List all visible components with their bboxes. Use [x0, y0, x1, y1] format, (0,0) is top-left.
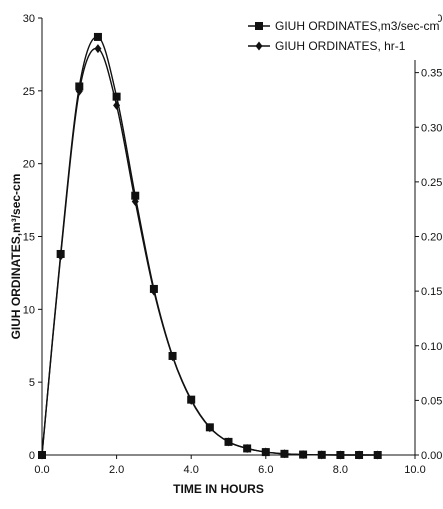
axes-layer: 0 5 10 15 20 25 30 0.00 0.05 0.10 0.15 0.20 0.25 0.30…	[23, 13, 443, 476]
data-point-diamond	[374, 450, 382, 460]
data-point-diamond	[150, 286, 158, 296]
y-tick-label: 5	[29, 377, 35, 389]
data-point-diamond	[75, 86, 83, 96]
legend: GIUH ORDINATES,m3/sec-cm GIUH ORDINATES, …	[242, 12, 439, 60]
x-tick-label: 0.0	[34, 464, 49, 476]
series-2	[38, 44, 382, 460]
y-tick-label: 30	[23, 13, 35, 25]
y2-tick-label: 0.15	[421, 286, 442, 298]
data-point-diamond	[355, 450, 363, 460]
data-point-diamond	[243, 443, 251, 453]
y2-tick-label: 0.25	[421, 177, 442, 189]
data-point-diamond	[225, 437, 232, 447]
x-axis-title: TIME IN HOURS	[173, 482, 264, 496]
series-layer	[38, 32, 382, 460]
data-point-square	[131, 191, 140, 200]
y2-tick-label: 0.30	[421, 122, 442, 134]
legend-marker-square	[255, 22, 263, 30]
data-point-diamond	[131, 197, 139, 207]
y-tick-label: 20	[23, 159, 35, 171]
data-point-diamond	[187, 395, 195, 405]
legend-item: GIUH ORDINATES,m3/sec-cm	[248, 19, 439, 33]
series-1	[38, 32, 382, 459]
y-tick-label: 15	[23, 232, 35, 244]
y2-tick-label: 0.20	[421, 232, 442, 244]
y2-tick-label: 0.35	[421, 68, 442, 80]
data-point-diamond	[57, 251, 65, 261]
legend-marker-diamond	[255, 41, 263, 51]
data-point-diamond	[318, 450, 326, 460]
data-point-diamond	[262, 447, 270, 457]
data-point-square	[75, 82, 84, 91]
x-tick-label: 4.0	[184, 464, 199, 476]
y2-tick-label: 0.05	[421, 395, 442, 407]
data-point-diamond	[169, 352, 177, 362]
data-point-diamond	[336, 450, 344, 460]
x-tick-label: 6.0	[258, 464, 273, 476]
y2-tick-label: 0.10	[421, 341, 442, 353]
data-point-diamond	[299, 450, 307, 460]
y-tick-label: 0	[29, 450, 35, 462]
data-point-square	[112, 92, 121, 101]
data-point-diamond	[206, 423, 214, 433]
y-tick-label: 10	[23, 304, 35, 316]
y-tick-label: 25	[23, 86, 35, 98]
data-point-square	[93, 32, 102, 41]
x-tick-label: 8.0	[333, 464, 348, 476]
y2-tick-label: 0.00	[421, 450, 442, 462]
y-axis-title: GIUH ORDINATES,m³/sec-cm	[9, 174, 23, 340]
data-point-diamond	[94, 44, 102, 54]
x-tick-label: 10.0	[404, 464, 425, 476]
x-tick-label: 2.0	[109, 464, 124, 476]
series-line	[41, 47, 378, 456]
series-line	[41, 36, 378, 456]
data-point-diamond	[113, 100, 121, 110]
legend-label: GIUH ORDINATES,m3/sec-cm	[275, 19, 439, 33]
legend-label: GIUH ORDINATES, hr-1	[275, 39, 406, 53]
data-point-diamond	[280, 449, 288, 459]
legend-background	[242, 12, 438, 60]
legend-item: GIUH ORDINATES, hr-1	[248, 39, 406, 53]
data-point-diamond	[38, 450, 46, 460]
